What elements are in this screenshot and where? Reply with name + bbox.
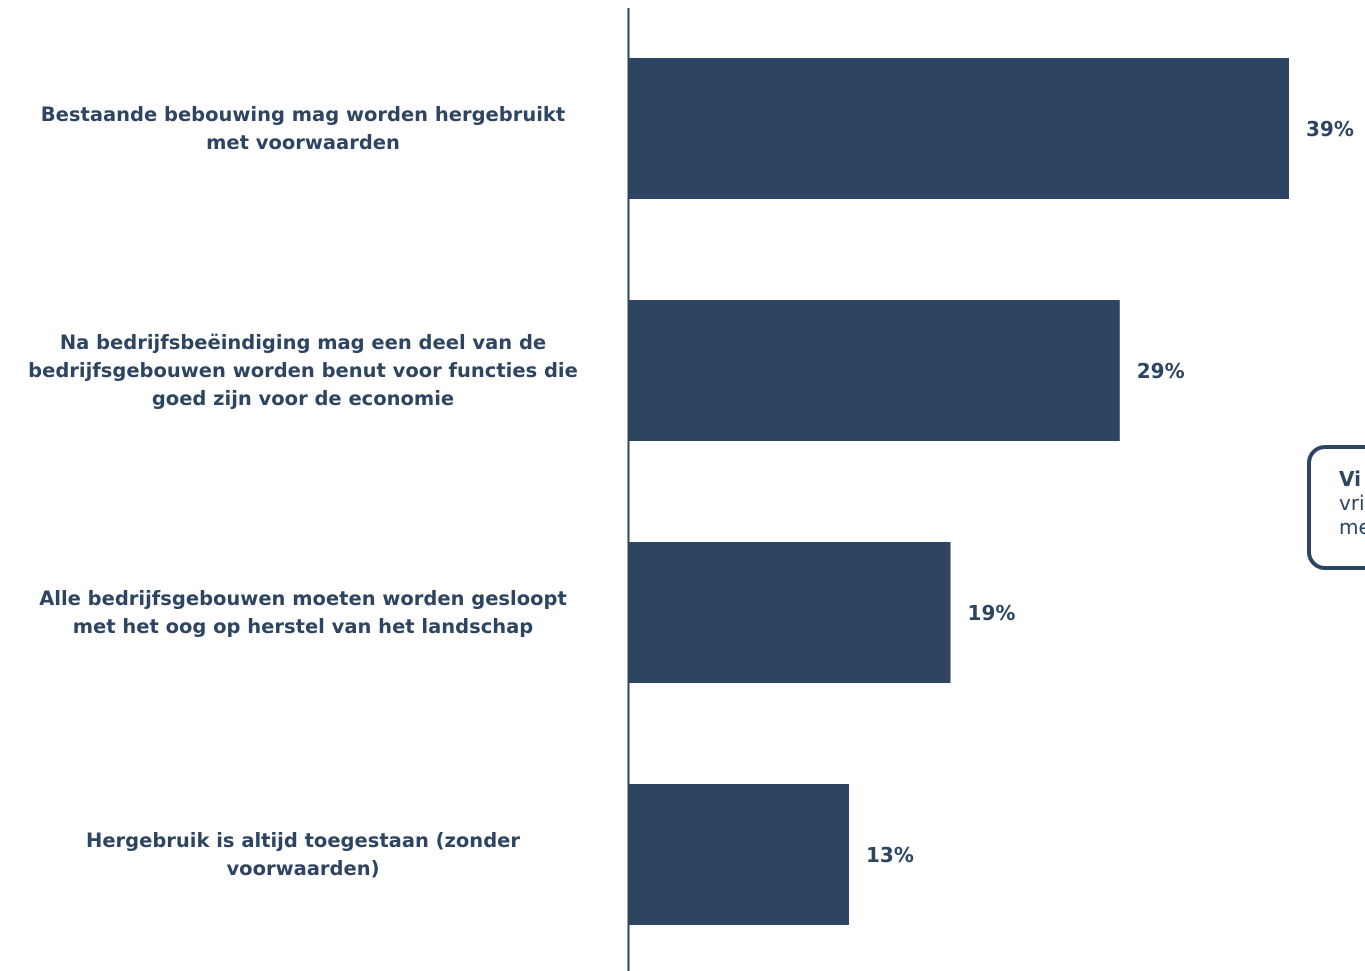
bar <box>629 300 1120 441</box>
callout-line-2: vri <box>1339 491 1365 515</box>
bar <box>629 784 849 925</box>
data-label: 19% <box>967 600 1016 625</box>
bar <box>629 58 1289 199</box>
data-label: 13% <box>866 842 914 867</box>
bar <box>629 542 951 683</box>
callout-line-1: Vi <box>1339 467 1361 491</box>
callout-line-3: me <box>1339 515 1365 539</box>
category-label: Hergebruik is altijd toegestaan (zonder … <box>86 828 520 880</box>
category-label: Na bedrijfsbeëindiging mag een deel van … <box>28 330 578 410</box>
data-label: 29% <box>1136 358 1185 383</box>
callout-box: Vi vri me <box>1307 445 1365 570</box>
category-label: Alle bedrijfsgebouwen moeten worden gesl… <box>39 586 567 638</box>
category-label: Bestaande bebouwing mag worden hergebrui… <box>40 102 566 154</box>
data-label: 39% <box>1306 116 1354 141</box>
